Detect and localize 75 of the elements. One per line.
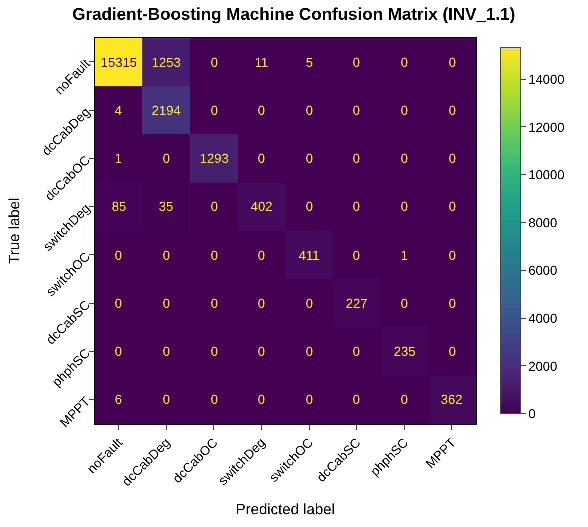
- data-label: 0: [401, 296, 408, 311]
- color-bar-label: 2000: [528, 358, 558, 374]
- data-label: 1293: [200, 151, 229, 166]
- data-label: 0: [449, 199, 456, 214]
- data-label: 0: [306, 199, 314, 214]
- data-label: 35: [159, 199, 174, 214]
- data-label: 362: [441, 392, 463, 407]
- data-label: 1253: [152, 55, 181, 70]
- data-label: 0: [211, 248, 218, 263]
- data-label: 0: [163, 296, 170, 311]
- data-label: 0: [211, 103, 218, 118]
- data-label: 0: [258, 392, 266, 407]
- data-label: 0: [115, 248, 122, 263]
- data-label: 0: [401, 55, 408, 70]
- data-label: 0: [353, 151, 360, 166]
- data-label: 0: [306, 296, 314, 311]
- data-label: 0: [401, 199, 408, 214]
- data-label: 0: [163, 151, 170, 166]
- color-bar-label: 10000: [528, 168, 565, 183]
- data-label: 0: [163, 392, 170, 407]
- data-label: 0: [401, 392, 408, 407]
- data-label: 0: [258, 151, 266, 166]
- y-axis-title: True label: [6, 198, 24, 264]
- data-label: 0: [163, 344, 170, 359]
- data-label: 85: [112, 199, 126, 214]
- data-label: 0: [115, 344, 122, 359]
- data-label: 0: [115, 296, 122, 311]
- data-label: 0: [401, 103, 408, 118]
- data-label: 5: [306, 55, 314, 70]
- data-label: 0: [258, 248, 266, 263]
- data-label: 0: [449, 151, 456, 166]
- data-label: 11: [255, 55, 268, 70]
- data-label: 0: [353, 248, 360, 263]
- data-label: 0: [353, 199, 360, 214]
- data-label: 0: [306, 344, 314, 359]
- data-label: 0: [258, 103, 266, 118]
- data-label: 0: [306, 392, 314, 407]
- data-label: 227: [346, 296, 368, 311]
- data-label: 0: [449, 55, 456, 70]
- x-axis-title: Predicted label: [236, 501, 336, 518]
- data-label: 0: [401, 151, 408, 166]
- color-bar-label: 6000: [528, 263, 558, 278]
- data-label: 0: [449, 296, 456, 311]
- data-label: 411: [299, 248, 320, 263]
- data-label: 402: [251, 199, 273, 214]
- data-label: 0: [306, 151, 314, 166]
- data-label: 1: [401, 248, 408, 263]
- data-label: 235: [394, 344, 416, 359]
- data-label: 2194: [152, 103, 181, 118]
- data-label: 0: [211, 296, 218, 311]
- color-bar-label: 14000: [528, 72, 565, 87]
- color-bar-label: 0: [528, 406, 536, 422]
- data-label: 0: [449, 248, 456, 263]
- data-label: 0: [211, 55, 218, 70]
- data-label: 0: [353, 392, 360, 407]
- data-label: 0: [211, 199, 218, 214]
- data-label: 0: [211, 344, 218, 359]
- chart-title: Gradient-Boosting Machine Confusion Matrix (INV_1.1): [72, 4, 516, 24]
- data-label: 6: [115, 392, 122, 407]
- color-bar-label: 4000: [528, 310, 558, 326]
- data-label: 0: [353, 344, 360, 359]
- data-label: 1: [115, 151, 122, 166]
- data-label: 0: [211, 392, 218, 407]
- data-label: 0: [449, 344, 456, 359]
- data-label: 4: [115, 103, 122, 118]
- data-label: 0: [306, 103, 314, 118]
- data-label: 0: [449, 103, 456, 118]
- data-label: 0: [258, 296, 266, 311]
- data-label: 0: [353, 103, 360, 118]
- color-bar-label: 12000: [528, 120, 565, 135]
- data-label: 0: [258, 344, 266, 359]
- color-bar-label: 8000: [528, 215, 558, 230]
- data-label: 15315: [101, 55, 138, 70]
- data-label: 0: [353, 55, 360, 70]
- data-label: 0: [163, 248, 170, 263]
